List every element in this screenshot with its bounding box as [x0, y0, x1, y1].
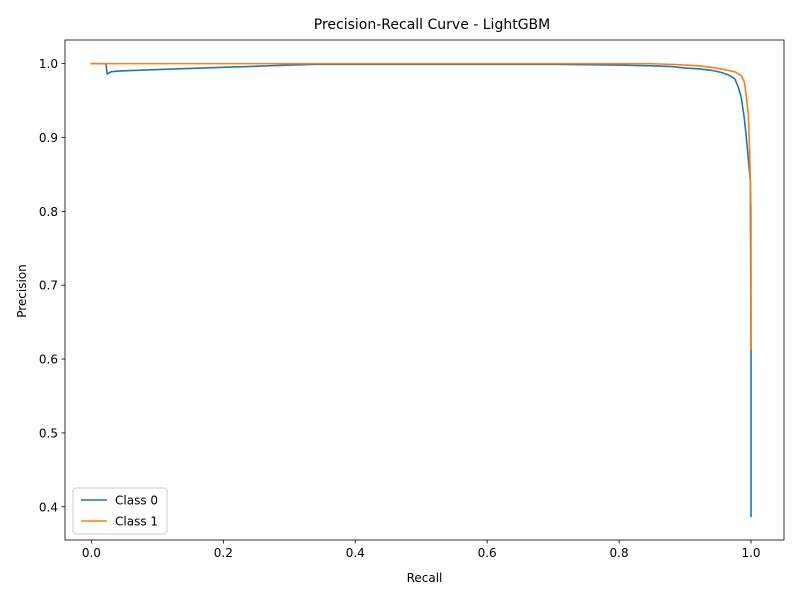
- chart-title: Precision-Recall Curve - LightGBM: [314, 17, 550, 33]
- legend: Class 0 Class 1: [72, 487, 168, 535]
- y-axis-title: Precision: [15, 264, 29, 318]
- x-tick-label: 0.2: [214, 546, 233, 560]
- y-tick-label: 0.6: [39, 353, 58, 367]
- x-tick-label: 0.0: [82, 546, 101, 560]
- series-line-class-1: [90, 62, 752, 351]
- series-line-class-0: [90, 62, 752, 518]
- x-tick-label: 0.4: [346, 546, 365, 560]
- x-tick-label: 1.0: [741, 546, 760, 560]
- y-tick-label: 0.9: [39, 131, 58, 145]
- y-tick-label: 0.4: [39, 500, 58, 514]
- y-tick-label: 1.0: [39, 57, 58, 71]
- y-tick-label: 0.7: [39, 279, 58, 293]
- plot-area: 0.0 0.2 0.4 0.6 0.8 1.0 0.4 0.5 0.6 0.7 0.8 0.9 1.0: [39, 39, 785, 560]
- x-tick-label: 0.8: [610, 546, 629, 560]
- legend-label: Class 0: [115, 494, 158, 508]
- x-axis-title: Recall: [407, 571, 443, 585]
- y-tick-label: 0.8: [39, 205, 58, 219]
- legend-label: Class 1: [115, 515, 158, 529]
- y-tick-label: 0.5: [39, 426, 58, 440]
- plot-frame: [64, 39, 785, 541]
- x-tick-label: 0.6: [478, 546, 497, 560]
